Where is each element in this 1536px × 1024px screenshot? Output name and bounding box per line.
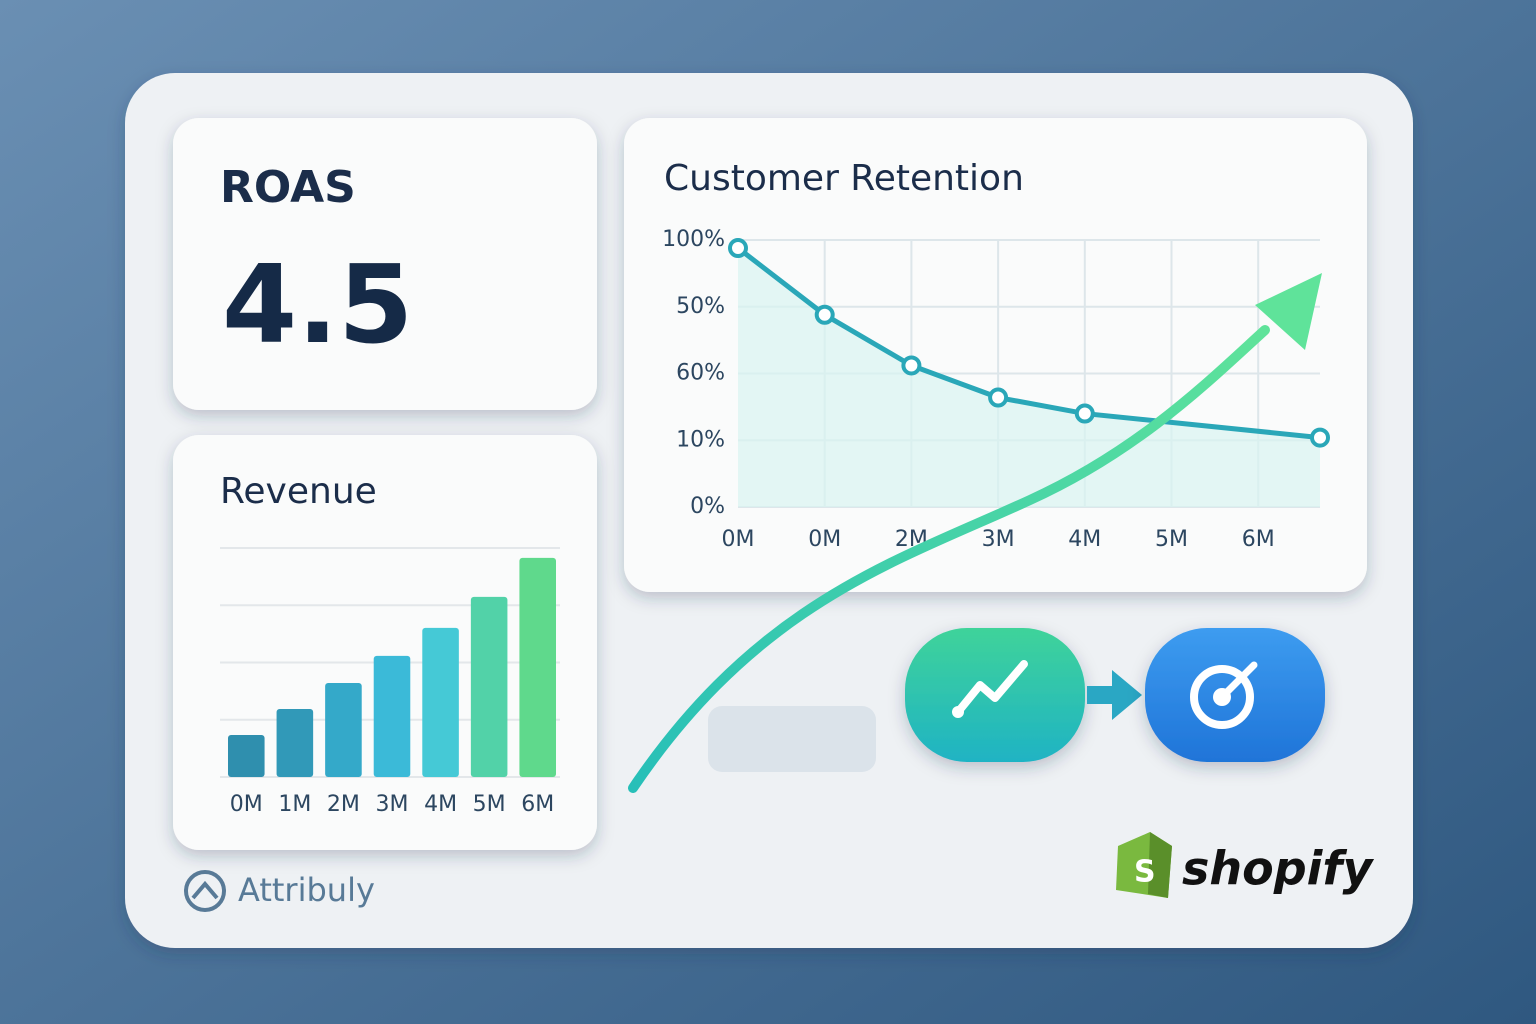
- point: [814, 304, 835, 325]
- x-tick-label: 2M: [327, 792, 360, 817]
- point: [1074, 403, 1095, 424]
- x-tick-label: 4M: [1068, 527, 1101, 552]
- roas-card: [173, 118, 597, 410]
- revenue-title: Revenue: [220, 471, 377, 512]
- x-tick-label: 0M: [808, 527, 841, 552]
- x-tick-label: 5M: [473, 792, 506, 817]
- retention-title: Customer Retention: [664, 158, 1024, 199]
- y-tick-label: 0%: [690, 494, 725, 519]
- bar: [373, 655, 411, 777]
- line-area: [738, 248, 1320, 507]
- x-tick-label: 0M: [722, 527, 755, 552]
- x-tick-label: 0M: [230, 792, 263, 817]
- point: [728, 238, 748, 259]
- partner-name: shopify: [1182, 842, 1374, 896]
- x-tick-label: 5M: [1155, 527, 1188, 552]
- x-tick-label: 3M: [982, 527, 1015, 552]
- growth-arrow: [628, 325, 1270, 793]
- x-tick-label: 4M: [424, 792, 457, 817]
- x-tick-label: 6M: [521, 792, 554, 817]
- growth-arrow-head: [1255, 273, 1322, 350]
- bar: [519, 557, 556, 777]
- point: [901, 355, 922, 376]
- brand-logo: [184, 870, 226, 912]
- roas-value: 4.5: [222, 243, 413, 368]
- brand-name: Attribuly: [238, 871, 375, 909]
- brand-logo-mark: [191, 880, 219, 900]
- target-pill: [1145, 628, 1325, 762]
- x-tick-label: 1M: [278, 792, 311, 817]
- point: [1310, 427, 1330, 448]
- trend-icon: [954, 660, 1028, 716]
- x-tick-label: 6M: [1242, 527, 1275, 552]
- y-tick-label: 100%: [662, 227, 725, 252]
- y-tick-label: 50%: [676, 294, 725, 319]
- bar: [470, 596, 508, 777]
- point: [988, 387, 1009, 408]
- y-tick-label: 10%: [676, 427, 725, 452]
- trend-icon-dot: [952, 706, 964, 718]
- roas-title: ROAS: [220, 162, 356, 213]
- bar: [422, 627, 459, 777]
- bar: [276, 708, 314, 777]
- target-icon-dart: [1220, 661, 1258, 699]
- flow-arrow-head: [1112, 670, 1142, 720]
- partner-logo-letter: S: [1134, 855, 1156, 890]
- partner-logo-side: [1148, 832, 1172, 898]
- bar: [325, 682, 362, 777]
- x-tick-label: 3M: [376, 792, 409, 817]
- target-icon: [1190, 665, 1254, 729]
- bar: [228, 734, 265, 777]
- placeholder-block: [708, 706, 876, 772]
- y-tick-label: 60%: [676, 361, 725, 386]
- line: [736, 246, 1321, 441]
